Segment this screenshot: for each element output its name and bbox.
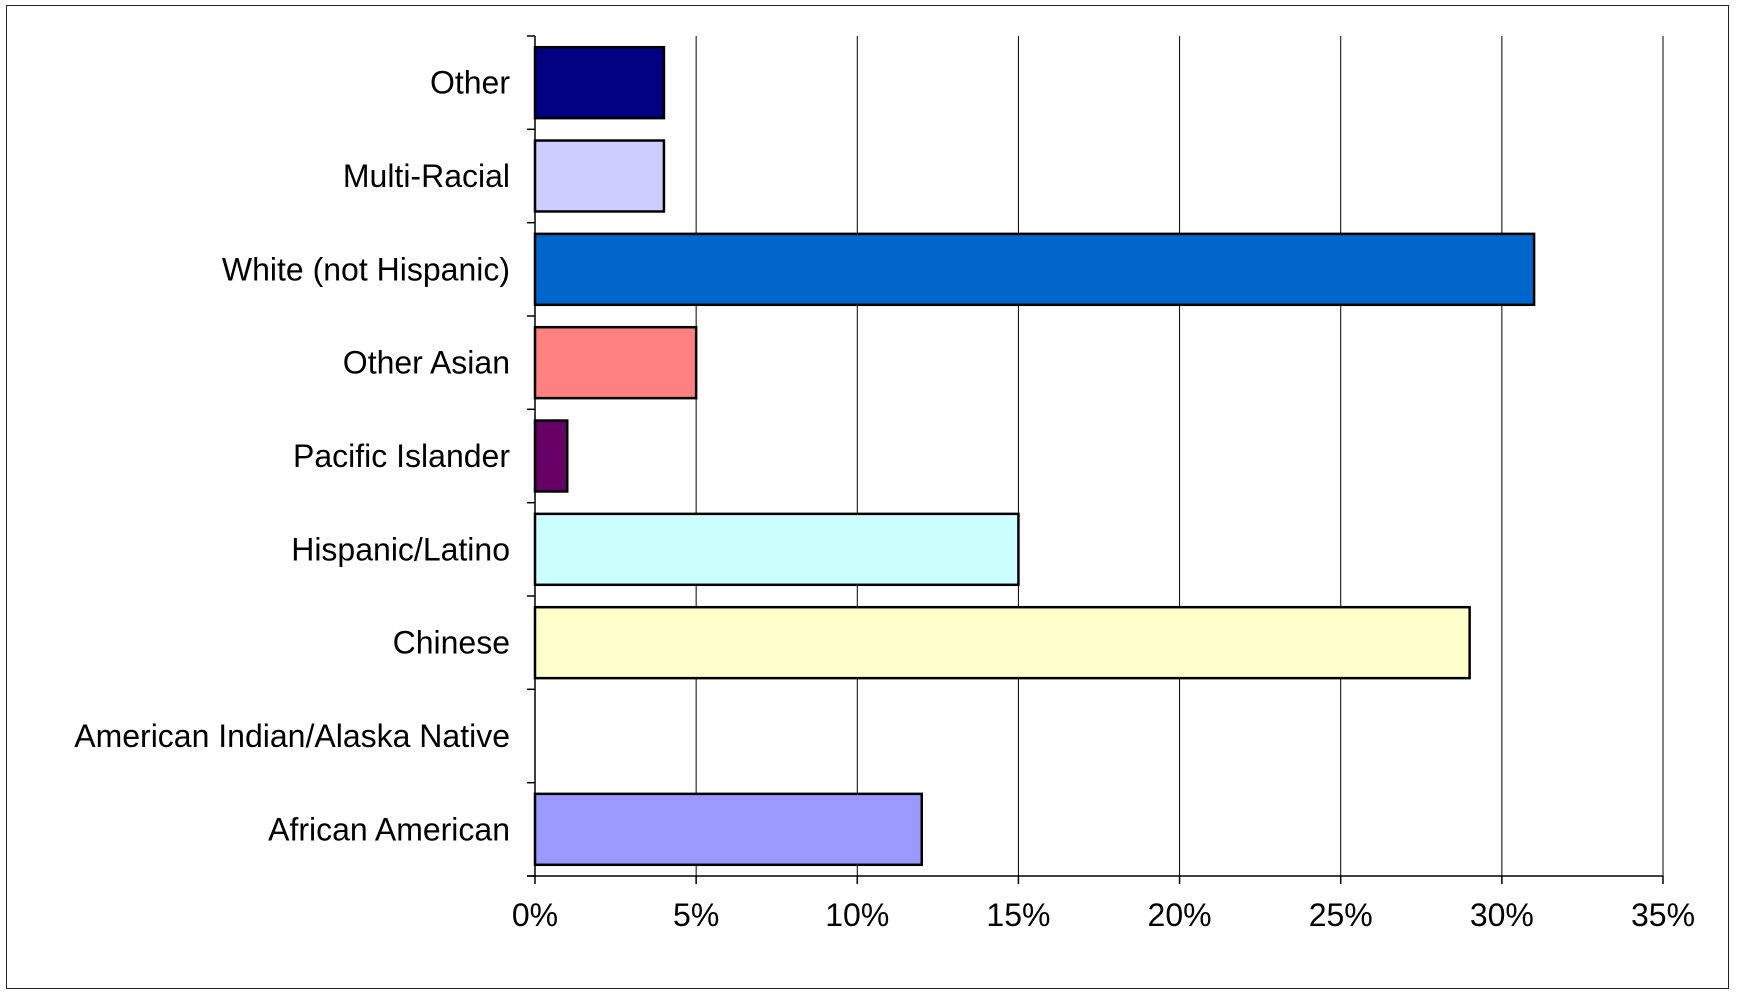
category-label-8: African American (268, 811, 510, 847)
x-tick-label-6: 30% (1470, 897, 1534, 933)
bars (533, 45, 1536, 867)
category-label-6: Chinese (393, 625, 510, 661)
x-tick-label-2: 10% (825, 897, 889, 933)
category-label-0: Other (430, 65, 510, 101)
category-label-1: Multi-Racial (343, 158, 510, 194)
x-tick-label-3: 15% (986, 897, 1050, 933)
bar-6 (533, 605, 1471, 680)
category-label-3: Other Asian (343, 345, 510, 381)
gridlines (695, 36, 1664, 876)
x-tick-label-5: 25% (1309, 897, 1373, 933)
axes (527, 35, 1664, 884)
x-tick-label-4: 20% (1148, 897, 1212, 933)
x-tick-label-7: 35% (1631, 897, 1695, 933)
bar-4 (533, 419, 569, 493)
category-label-4: Pacific Islander (293, 438, 510, 474)
bar-8 (533, 792, 923, 867)
bar-2 (533, 232, 1536, 307)
x-tick-label-0: 0% (512, 897, 558, 933)
category-labels: Other Multi-Racial White (not Hispanic) Oth… (74, 65, 510, 848)
category-label-2: White (not Hispanic) (222, 251, 510, 287)
x-tick-label-1: 5% (673, 897, 719, 933)
bar-3 (533, 325, 698, 400)
bar-1 (533, 139, 666, 213)
category-label-7: American Indian/Alaska Native (74, 718, 510, 754)
bar-5 (533, 512, 1020, 587)
bar-0 (533, 45, 666, 120)
category-label-5: Hispanic/Latino (291, 531, 510, 567)
tick-labels: 0% 5% 10% 15% 20% 25% 30% 35% (512, 897, 1695, 933)
